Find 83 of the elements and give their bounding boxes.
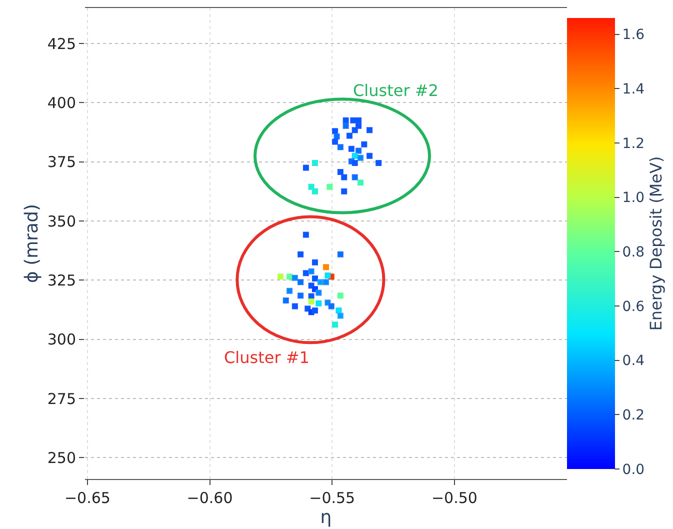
y-tick-label: 275: [47, 390, 76, 408]
point: [337, 169, 344, 176]
point: [337, 251, 344, 258]
point: [352, 174, 358, 180]
point: [326, 184, 333, 190]
y-tick-label: 375: [47, 153, 76, 172]
point: [348, 146, 354, 152]
color-bar-label: 0.2: [622, 408, 645, 424]
point: [298, 251, 304, 258]
point: [302, 232, 309, 238]
point: [312, 259, 318, 266]
point: [332, 138, 338, 145]
point: [312, 276, 318, 282]
color-bar-label: 1.4: [622, 82, 645, 98]
point: [358, 180, 364, 186]
point: [332, 322, 338, 328]
color-bar-label: 0.0: [622, 462, 645, 478]
point: [316, 300, 322, 306]
point: [282, 298, 289, 304]
point: [317, 279, 324, 286]
x-tick-label: −0.65: [64, 489, 110, 507]
y-axis-title: ϕ (mrad): [22, 204, 43, 284]
point: [328, 303, 334, 310]
point: [323, 279, 329, 286]
point: [298, 279, 304, 286]
point: [352, 127, 358, 134]
point: [312, 307, 318, 314]
color-bar-label: 1.6: [622, 27, 645, 44]
annotation: Cluster #2: [353, 81, 438, 100]
point: [366, 127, 373, 134]
point: [336, 307, 342, 314]
point: [366, 152, 373, 159]
x-tick-label: −0.55: [309, 489, 356, 507]
y-tick-label: 250: [47, 448, 76, 467]
point: [302, 164, 309, 171]
point: [316, 290, 322, 296]
point: [302, 270, 309, 276]
point: [341, 174, 348, 180]
point: [342, 122, 349, 129]
annotation: Cluster #1: [224, 348, 310, 367]
point: [337, 292, 344, 299]
point: [376, 160, 382, 166]
point: [352, 152, 358, 159]
point: [346, 132, 352, 139]
point: [358, 154, 364, 161]
point: [324, 272, 331, 278]
point: [356, 148, 362, 154]
point: [292, 274, 298, 281]
color-bar-label: 1.0: [622, 190, 645, 206]
point: [277, 274, 284, 280]
y-tick-label: 400: [47, 94, 76, 112]
x-tick-label: −0.60: [186, 489, 233, 507]
point: [286, 274, 293, 280]
point: [356, 117, 362, 124]
color-bar-label: 0.4: [622, 353, 645, 370]
point: [312, 160, 318, 166]
point: [337, 312, 344, 319]
x-axis-title: η: [320, 507, 332, 528]
point: [342, 117, 349, 124]
point: [341, 188, 348, 194]
point: [312, 188, 318, 194]
point: [308, 184, 314, 190]
point: [337, 144, 344, 150]
y-tick-label: 325: [47, 271, 76, 290]
x-tick-label: −0.50: [431, 489, 478, 507]
y-tick-label: 350: [47, 212, 76, 230]
point: [298, 292, 304, 299]
color-bar-title: Energy Deposit (MeV): [646, 156, 666, 331]
y-tick-label: 425: [47, 34, 76, 53]
color-bar-label: 0.6: [622, 298, 645, 315]
color-bar-label: 1.2: [622, 136, 645, 152]
y-tick-label: 300: [47, 330, 76, 349]
color-bar-label: 0.8: [622, 244, 645, 261]
point: [323, 264, 329, 270]
point: [352, 160, 358, 166]
point: [308, 268, 314, 274]
point: [350, 117, 356, 124]
point: [292, 303, 298, 310]
point: [332, 128, 338, 134]
point: [361, 141, 368, 148]
point: [308, 298, 314, 304]
point: [286, 288, 293, 294]
point: [334, 134, 340, 140]
